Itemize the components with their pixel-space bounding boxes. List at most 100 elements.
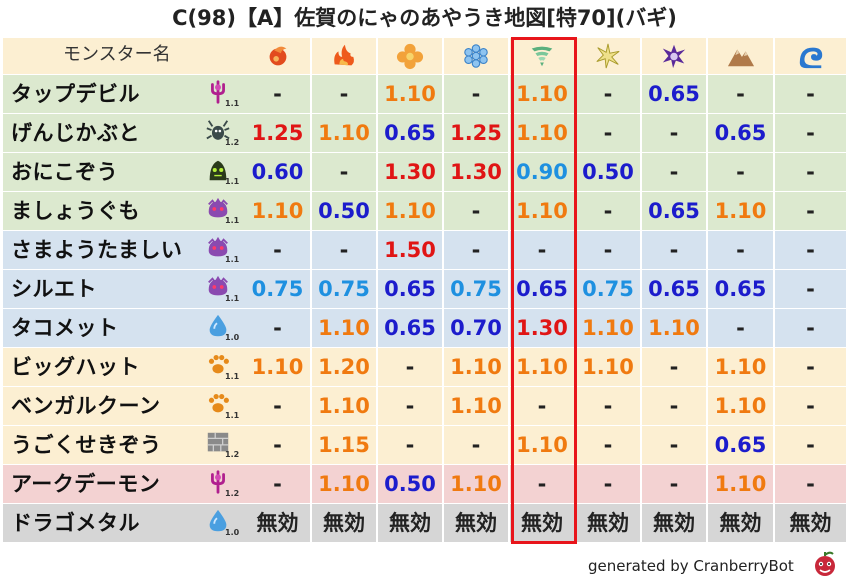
table-row: タップデビル 1.1- -1.10-1.10-0.65- -	[3, 75, 847, 113]
resistance-value: -	[576, 426, 640, 464]
table-header-row: モンスター名	[3, 38, 847, 74]
monster-name-cell: タップデビル 1.1	[3, 75, 245, 113]
resistance-value: 無効	[245, 504, 310, 542]
resistance-value: 0.65	[510, 270, 574, 308]
resistance-value: -	[245, 426, 310, 464]
header-element-cell	[510, 38, 574, 74]
page-title: C(98)【A】佐賀のにゃのあやうき地図[特70](バギ)	[172, 6, 677, 30]
resistance-value: 0.65	[708, 426, 773, 464]
resistance-value: 無効	[312, 504, 376, 542]
resistance-value: 無効	[642, 504, 706, 542]
resistance-value: -	[576, 75, 640, 113]
resistance-value: 1.10	[510, 192, 574, 230]
resistance-value: -	[245, 231, 310, 269]
resistance-value: -	[312, 231, 376, 269]
resistance-value: -	[642, 465, 706, 503]
resistance-value: -	[708, 153, 773, 191]
table-row: シルエト 1.1 0.75 0.75 0.65 0.75 0.65 0.75 0.65 0.65-	[3, 270, 847, 308]
resistance-value: -	[576, 465, 640, 503]
resistance-value: -	[775, 270, 846, 308]
resistance-value: -	[444, 192, 508, 230]
beast-icon	[208, 393, 229, 413]
table-row: ベンガルクーン 1.1-1.10-1.10- - -1.10-	[3, 387, 847, 425]
resistance-value: 1.10	[708, 465, 773, 503]
resistance-value: 1.30	[378, 153, 442, 191]
resistance-value: 1.10	[642, 309, 706, 347]
resistance-value: 0.75	[312, 270, 376, 308]
resistance-value: 1.10	[708, 192, 773, 230]
monster-name-cell: シルエト 1.1	[3, 270, 245, 308]
beast-icon	[208, 354, 229, 374]
monster-name: おにこぞう	[11, 160, 119, 184]
io-explosion-icon	[396, 43, 424, 70]
undead-icon	[209, 160, 227, 181]
resistance-value: -	[510, 387, 574, 425]
monster-name: ベンガルクーン	[11, 394, 161, 418]
table-row: ドラゴメタル 1.0 無効 無効 無効 無効 無効 無効 無効 無効 無効	[3, 504, 847, 542]
table-row: おにこぞう 1.1 0.60-1.30 1.30 0.90 0.50- - -	[3, 153, 847, 191]
monster-name-cell: ビッグハット 1.1	[3, 348, 245, 386]
table-row: タコメット 1.0-1.10 0.65 0.70 1.30 1.10 1.10- -	[3, 309, 847, 347]
machine-icon	[207, 432, 229, 452]
mera-fire-icon	[269, 46, 286, 66]
resistance-value: -	[775, 465, 846, 503]
material-icon	[209, 314, 227, 337]
resistance-value: -	[444, 231, 508, 269]
table-row: さまようたましい 1.1- -1.50- - - - - -	[3, 231, 847, 269]
monster-level: 1.1	[225, 255, 240, 264]
resistance-value: -	[642, 114, 706, 152]
header-element-cell	[708, 38, 773, 74]
resistance-value: 0.65	[378, 270, 442, 308]
resistance-value: 0.75	[576, 270, 640, 308]
monster-name: シルエト	[11, 277, 97, 301]
monster-name: アークデーモン	[11, 472, 161, 496]
resistance-value: 0.50	[312, 192, 376, 230]
resistance-value: 0.65	[642, 75, 706, 113]
monster-level: 1.2	[225, 489, 240, 498]
resistance-value: -	[378, 348, 442, 386]
resistance-value: 1.10	[576, 309, 640, 347]
resistance-value: -	[245, 309, 310, 347]
monster-level: 1.1	[225, 411, 240, 420]
resistance-value: 無効	[378, 504, 442, 542]
monster-level: 1.1	[225, 177, 240, 186]
header-element-cell	[245, 38, 310, 74]
resistance-value: -	[245, 387, 310, 425]
resistance-value: 無効	[444, 504, 508, 542]
bagi-wind-icon	[531, 46, 553, 67]
resistance-value: 1.10	[510, 348, 574, 386]
hyado-ice-icon	[464, 44, 488, 68]
header-name-cell: モンスター名	[3, 38, 245, 74]
header-element-cell	[576, 38, 640, 74]
monster-name: げんじかぶと	[11, 121, 140, 145]
resistance-value: -	[642, 231, 706, 269]
resistance-value: 0.65	[642, 270, 706, 308]
monster-name-cell: おにこぞう 1.1	[3, 153, 245, 191]
monster-name-cell: ましょうぐも 1.1	[3, 192, 245, 230]
resistance-value: 無効	[708, 504, 773, 542]
resistance-value: 0.50	[576, 153, 640, 191]
cranberry-bot-logo-icon	[815, 551, 835, 576]
resistance-value: -	[775, 192, 846, 230]
resistance-value: -	[775, 309, 846, 347]
resistance-value: -	[444, 75, 508, 113]
resistance-value: 無効	[576, 504, 640, 542]
resistance-value: -	[510, 231, 574, 269]
resistance-value: 1.10	[378, 192, 442, 230]
resistance-value: -	[775, 153, 846, 191]
resistance-value: 1.20	[312, 348, 376, 386]
resistance-value: 0.90	[510, 153, 574, 191]
material-icon	[209, 509, 227, 532]
resistance-value: -	[312, 75, 376, 113]
insect-icon	[206, 120, 230, 140]
monster-name-cell: さまようたましい 1.1	[3, 231, 245, 269]
resistance-value: 0.50	[378, 465, 442, 503]
table-row: アークデーモン 1.2-1.10 0.50 1.10- - -1.10-	[3, 465, 847, 503]
resistance-value: 1.10	[510, 114, 574, 152]
resistance-value: 1.25	[444, 114, 508, 152]
monster-name-cell: ドラゴメタル 1.0	[3, 504, 245, 542]
resistance-value: 0.65	[708, 270, 773, 308]
resistance-value: 0.60	[245, 153, 310, 191]
resistance-value: -	[576, 231, 640, 269]
resistance-value: 1.10	[444, 387, 508, 425]
